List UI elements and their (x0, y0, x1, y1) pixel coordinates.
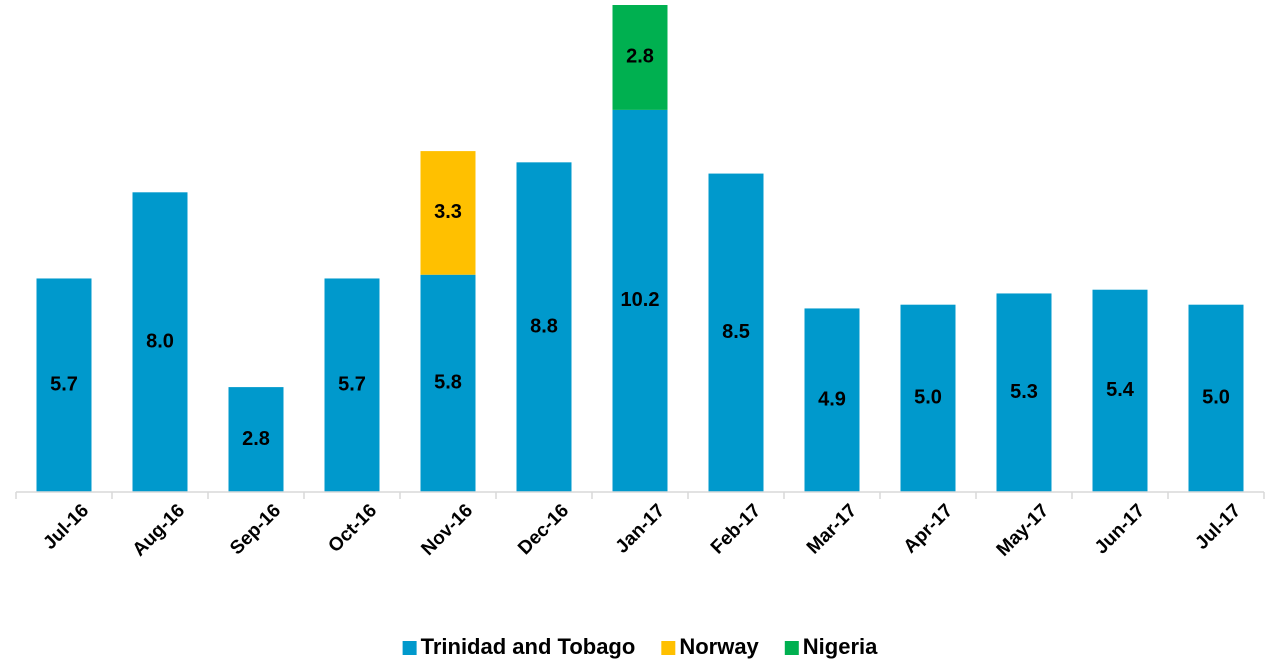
x-tick-label: Jun-17 (1091, 500, 1149, 558)
bar-segment (228, 387, 284, 492)
bar-segment (612, 109, 668, 493)
data-label: 10.2 (621, 289, 660, 311)
x-tick-label: Nov-16 (417, 500, 477, 560)
data-label: 2.8 (626, 46, 654, 68)
data-label: 3.3 (434, 201, 462, 223)
data-label: 5.7 (50, 374, 78, 396)
bar-segment (612, 5, 668, 110)
x-tick-label: Apr-17 (900, 500, 957, 557)
data-label: 8.8 (530, 315, 558, 337)
data-label: 5.8 (434, 372, 462, 394)
bar-segment (324, 278, 380, 492)
legend-label: Trinidad and Tobago (421, 634, 636, 659)
data-label: 5.0 (914, 387, 942, 409)
bar-segment (1092, 289, 1148, 492)
x-tick-label: Oct-16 (324, 500, 381, 557)
legend-swatch (402, 641, 417, 655)
bar-segment (804, 308, 860, 492)
bar-segment (132, 192, 188, 493)
legend-label: Nigeria (803, 634, 878, 659)
legend-swatch (661, 641, 676, 655)
data-label: 8.5 (722, 321, 750, 343)
x-tick-label: Jan-17 (612, 500, 669, 557)
x-tick-label: Dec-16 (514, 500, 573, 559)
bar-segment (708, 173, 764, 493)
data-label: 5.0 (1202, 387, 1230, 409)
legend-swatch (784, 641, 799, 655)
x-tick-label: Sep-16 (226, 500, 285, 559)
bar-segment (516, 162, 572, 493)
data-label: 8.0 (146, 330, 174, 352)
data-label: 5.3 (1010, 381, 1038, 403)
bar-segment (420, 274, 476, 492)
x-tick-label: Jul-17 (1191, 500, 1245, 554)
bar-segment (36, 278, 92, 492)
x-tick-label: Aug-16 (129, 500, 189, 560)
data-label: 4.9 (818, 389, 846, 411)
bar-segment (996, 293, 1052, 492)
x-tick-label: May-17 (993, 500, 1053, 560)
x-tick-label: Jul-16 (39, 500, 93, 554)
x-tick-label: Feb-17 (707, 500, 765, 558)
data-label: 5.4 (1106, 379, 1135, 401)
bar-segment (420, 151, 476, 275)
legend: Trinidad and Tobago Norway Nigeria (402, 634, 878, 659)
data-label: 2.8 (242, 428, 270, 450)
bar-segment (1188, 304, 1244, 492)
x-tick-label: Mar-17 (803, 500, 861, 558)
bar-segment (900, 304, 956, 492)
legend-label: Norway (679, 634, 759, 659)
data-label: 5.7 (338, 374, 366, 396)
